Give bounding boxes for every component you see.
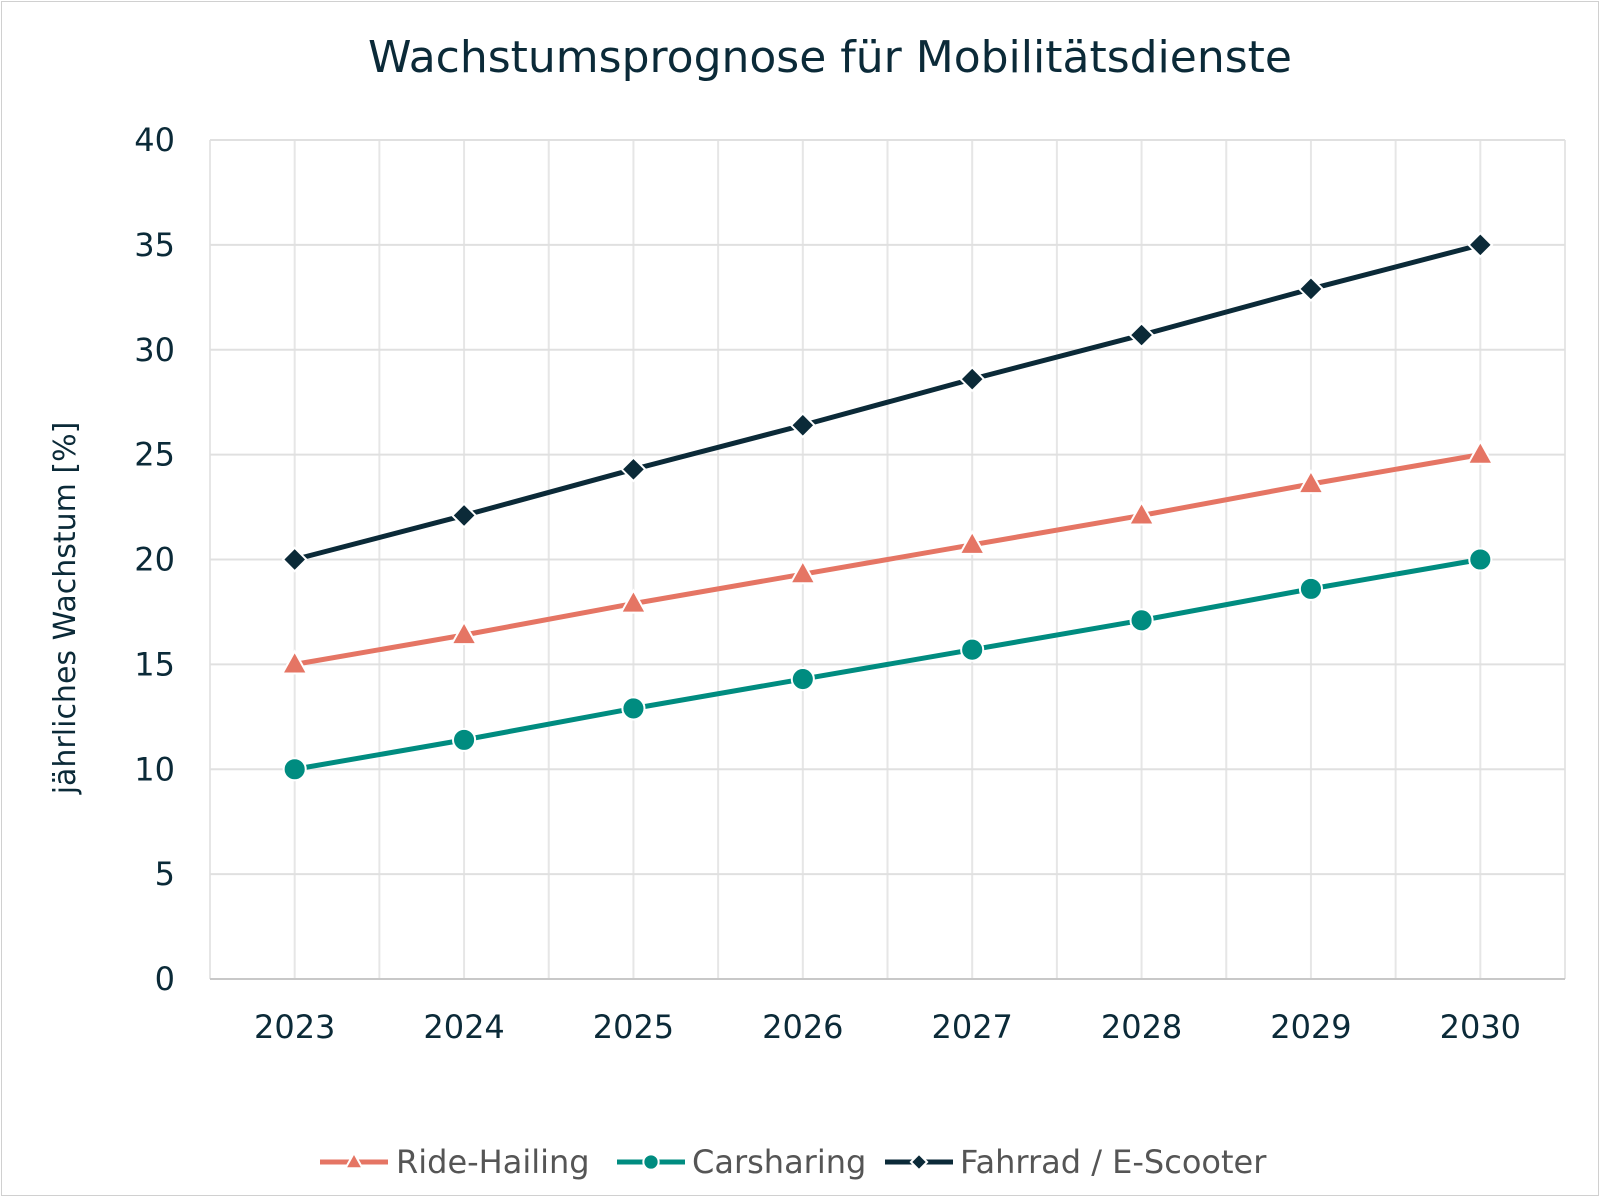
y-tick-label: 40 [134,121,175,159]
data-point [1296,468,1325,495]
legend: Ride-Hailing Carsharing Fahrrad / E-Scoote… [320,1143,1267,1181]
series-line [294,452,1481,667]
series-ride-hailing [280,439,1495,675]
legend-swatch-marker [343,1150,365,1170]
series-line [294,557,1481,772]
legend-label: Fahrrad / E-Scooter [960,1143,1267,1181]
series-layer [280,231,1495,782]
legend-item: Carsharing [617,1143,866,1181]
data-point [282,757,307,782]
legend-label: Carsharing [692,1143,866,1181]
x-tick-label: 2024 [423,1008,504,1046]
grid [209,139,1566,980]
y-tick-label: 20 [134,541,175,579]
legend-item: Ride-Hailing [320,1143,590,1181]
data-point [619,588,648,614]
x-tick-label: 2025 [593,1008,674,1046]
y-tick-label: 25 [134,436,175,474]
legend-label: Ride-Hailing [396,1143,590,1181]
data-point [959,366,986,393]
data-point [790,667,815,692]
y-tick-label: 15 [134,645,175,683]
data-point [1468,547,1493,572]
data-point [788,559,817,585]
series-fahrrad-e-scooter [281,231,1494,573]
legend-swatch-marker [642,1153,660,1171]
data-point [1467,231,1494,258]
y-tick-label: 10 [134,750,175,788]
x-tick-label: 2026 [762,1008,843,1046]
data-point [1127,500,1156,526]
data-point [450,502,478,529]
data-point [1466,439,1495,465]
series-carsharing [282,547,1493,782]
chart-title: Wachstumsprognose für Mobilitätsdienste [368,32,1292,83]
x-tick-label: 2027 [931,1008,1012,1046]
y-axis-ticks: 0 5 10 15 20 25 30 35 40 [134,121,175,998]
y-tick-label: 5 [155,855,175,893]
data-point [621,696,646,721]
data-point [620,456,647,483]
data-point [1297,275,1325,303]
data-point [1298,576,1323,601]
data-point [958,529,987,555]
y-tick-label: 35 [134,226,175,264]
legend-swatch-marker [909,1152,929,1172]
x-tick-label: 2023 [254,1008,335,1046]
y-tick-label: 30 [134,331,175,369]
x-tick-label: 2028 [1101,1008,1182,1046]
legend-item: Fahrrad / E-Scooter [885,1143,1267,1181]
data-point [1129,608,1154,633]
data-point [452,727,477,752]
y-axis-label: jährliches Wachstum [%] [48,422,83,796]
x-tick-label: 2029 [1270,1008,1351,1046]
data-point [789,412,816,439]
series-line [294,242,1481,562]
data-point [960,637,985,662]
x-axis-ticks: 2023 2024 2025 2026 2027 2028 2029 2030 [254,1008,1521,1046]
y-tick-label: 0 [155,960,175,998]
data-point [281,546,308,573]
data-point [280,649,309,675]
data-point [450,619,479,646]
data-point [1128,321,1155,349]
x-tick-label: 2030 [1440,1008,1521,1046]
